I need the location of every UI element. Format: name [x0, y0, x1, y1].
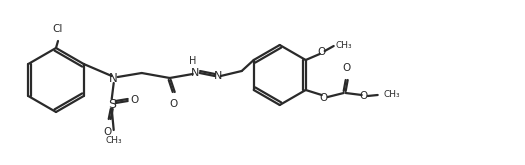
Text: O: O — [360, 91, 368, 101]
Text: O: O — [318, 47, 326, 57]
Text: N: N — [214, 71, 222, 81]
Text: O: O — [170, 99, 178, 109]
Text: H: H — [189, 56, 196, 66]
Text: CH₃: CH₃ — [335, 40, 352, 50]
Text: S: S — [108, 98, 116, 111]
Text: N: N — [191, 68, 199, 78]
Text: O: O — [343, 63, 351, 73]
Text: CH₃: CH₃ — [106, 136, 122, 145]
Text: CH₃: CH₃ — [384, 89, 401, 99]
Text: O: O — [320, 93, 328, 103]
Text: O: O — [103, 127, 112, 137]
Text: O: O — [131, 95, 139, 105]
Text: Cl: Cl — [53, 24, 63, 34]
Text: N: N — [109, 71, 118, 84]
